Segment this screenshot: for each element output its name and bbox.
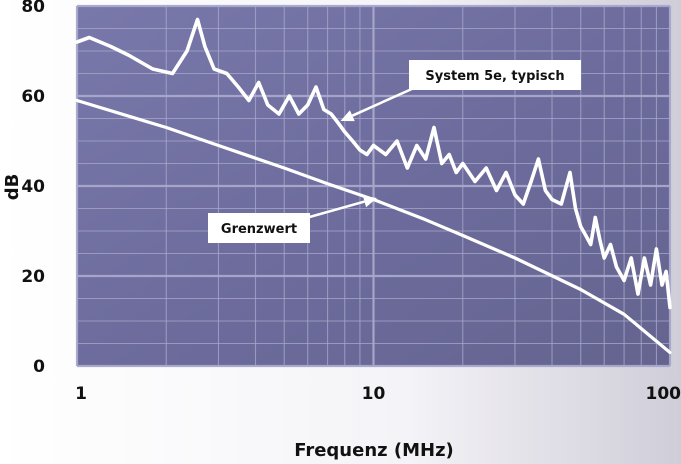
callout-system-5e-label: System 5e, typisch [425,69,564,84]
x-axis-title: Frequenz (MHz) [294,440,454,461]
x-tick-label: 10 [362,384,386,404]
callout-system-5e-box [409,60,581,90]
y-tick-label: 0 [33,357,45,377]
callout-grenzwert-label: Grenzwert [221,222,297,237]
y-tick-label: 20 [21,267,45,287]
x-tick-label: 1 [75,384,87,404]
y-tick-label: 60 [21,87,45,107]
y-axis-title: dB [2,174,23,201]
x-tick-label: 100 [646,384,681,404]
series-line-system-5e [75,17,672,310]
tick-labels: 1 10 100 0 20 40 60 80 [21,0,681,404]
grid [75,4,672,368]
callout-grenzwert-box [208,213,310,243]
callout-grenzwert-arrow [305,200,365,220]
callout-grenzwert: Grenzwert [208,195,377,243]
callout-system-5e-arrowhead [340,110,355,122]
callout-system-5e: System 5e, typisch [340,60,581,122]
y-tick-label: 40 [21,177,45,197]
callout-system-5e-arrow [351,86,415,117]
callout-grenzwert-arrowhead [362,195,377,208]
y-tick-label: 80 [21,0,45,17]
